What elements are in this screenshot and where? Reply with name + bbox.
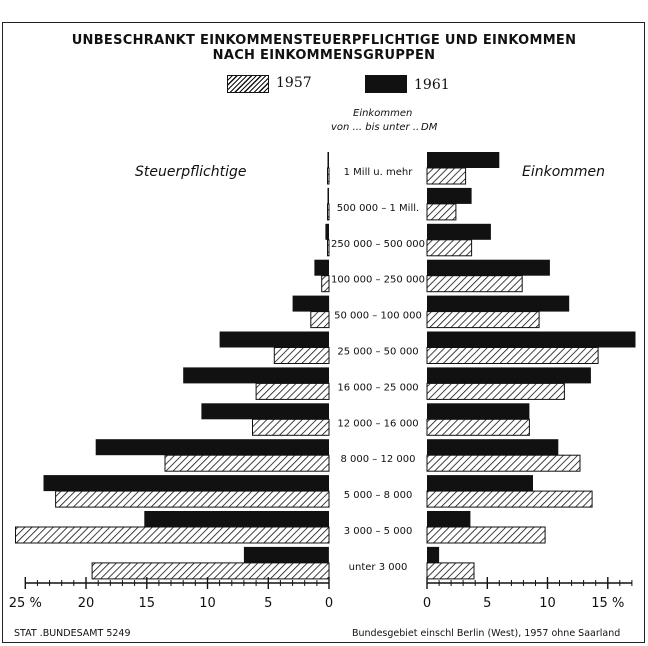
bar-right-1957-9	[426, 454, 581, 472]
bar-right-1957-7	[426, 382, 565, 400]
bar-left-1957-7	[255, 382, 330, 400]
bar-right-1957-12	[426, 562, 475, 580]
category-label: 16 000 – 25 000	[337, 382, 418, 393]
chart-frame	[2, 22, 645, 643]
bar-left-1957-8	[252, 418, 330, 436]
category-label: 12 000 – 16 000	[337, 418, 418, 429]
left-tick-label: 20	[78, 596, 95, 611]
bar-left-1961-5	[292, 295, 330, 312]
bar-left-1957-3	[327, 239, 330, 257]
bar-left-1957-9	[164, 454, 330, 472]
right-tick-label: 5	[483, 596, 491, 611]
right-panel-title: Einkommen	[522, 164, 606, 180]
bar-left-1957-10	[55, 490, 330, 508]
bar-left-1961-12	[243, 546, 329, 563]
bar-right-1961-12	[427, 546, 440, 563]
category-label: 1 Mill u. mehr	[344, 167, 414, 178]
category-label: 250 000 – 500 000	[331, 239, 425, 250]
chart-title-line-2: NACH EINKOMMENSGRUPPEN	[212, 48, 436, 63]
column-header-unit: DM	[421, 122, 438, 133]
bar-right-1957-10	[426, 490, 593, 508]
bar-right-1961-6	[427, 331, 636, 348]
bar-left-1961-10	[43, 475, 329, 492]
left-panel-title: Steuerpflichtige	[135, 164, 247, 180]
category-label: 100 000 – 250 000	[331, 275, 425, 286]
bar-right-1961-3	[427, 223, 491, 240]
bar-right-1957-2	[426, 203, 457, 221]
bar-right-1961-10	[427, 475, 533, 492]
legend-swatch-1957	[227, 75, 269, 93]
left-tick-label: 25 %	[9, 596, 42, 611]
source-note: STAT .BUNDESAMT 5249	[14, 628, 131, 639]
bar-left-1961-1	[327, 152, 329, 168]
category-label: 5 000 – 8 000	[344, 490, 413, 501]
category-label: 3 000 – 5 000	[344, 526, 413, 537]
bar-right-1957-4	[426, 275, 523, 293]
bar-left-1957-6	[273, 347, 330, 364]
bar-left-1957-4	[321, 275, 330, 293]
bar-left-1961-3	[325, 223, 329, 240]
bar-right-1961-5	[427, 295, 570, 312]
bar-right-1957-6	[426, 347, 599, 364]
category-label: 500 000 – 1 Mill.	[337, 203, 419, 214]
bar-left-1961-11	[144, 511, 329, 527]
category-label: 8 000 – 12 000	[341, 454, 416, 465]
right-tick-label: 15 %	[591, 596, 624, 611]
bar-left-1961-6	[219, 331, 329, 348]
bar-right-1961-7	[427, 367, 591, 384]
legend-swatch-1961	[365, 75, 407, 93]
bar-left-1957-5	[310, 311, 330, 329]
bar-right-1957-1	[426, 167, 467, 185]
left-tick-label: 0	[325, 596, 333, 611]
bar-left-1961-8	[201, 403, 329, 420]
bar-right-1961-1	[427, 152, 500, 168]
left-tick-label: 15	[139, 596, 156, 611]
category-label: 25 000 – 50 000	[337, 347, 418, 358]
bar-right-1961-4	[427, 259, 550, 276]
legend-label-1957: 1957	[276, 75, 312, 91]
coverage-note: Bundesgebiet einschl Berlin (West), 1957…	[352, 628, 621, 639]
column-header-line-1: Einkommen	[353, 108, 413, 119]
bar-right-1961-11	[427, 511, 471, 527]
category-label: unter 3 000	[349, 562, 408, 573]
right-tick-label: 10	[539, 596, 556, 611]
left-tick-label: 5	[264, 596, 272, 611]
bar-right-1957-5	[426, 311, 540, 329]
bar-right-1957-8	[426, 418, 530, 436]
category-label: 50 000 – 100 000	[334, 311, 422, 322]
bar-right-1961-8	[427, 403, 530, 420]
bar-right-1961-2	[427, 187, 472, 204]
column-header-line-2: von ... bis unter ..	[331, 122, 420, 133]
bar-left-1961-9	[95, 439, 329, 456]
bars-layer	[15, 152, 636, 580]
category-labels: 1 Mill u. mehr 500 000 – 1 Mill. 250 000 –…	[331, 167, 425, 573]
left-tick-label: 10	[199, 596, 216, 611]
axes: 0 5 10 15 20 25 % 0 5 10 15 %	[9, 577, 633, 611]
bar-right-1957-3	[426, 239, 473, 257]
bar-right-1957-11	[426, 526, 546, 544]
right-tick-label: 0	[423, 596, 431, 611]
bar-left-1961-2	[327, 187, 329, 204]
bar-right-1961-9	[427, 439, 559, 456]
legend-label-1961: 1961	[414, 77, 450, 93]
bar-left-1961-4	[314, 259, 329, 276]
bar-left-1957-12	[91, 562, 330, 580]
bar-left-1961-7	[183, 367, 329, 384]
chart-title-line-1: UNBESCHRANKT EINKOMMENSTEUERPFLICHTIGE U…	[71, 33, 577, 48]
bar-left-1957-11	[15, 526, 330, 544]
bar-left-1957-1	[327, 167, 330, 185]
bar-left-1957-2	[327, 203, 330, 221]
